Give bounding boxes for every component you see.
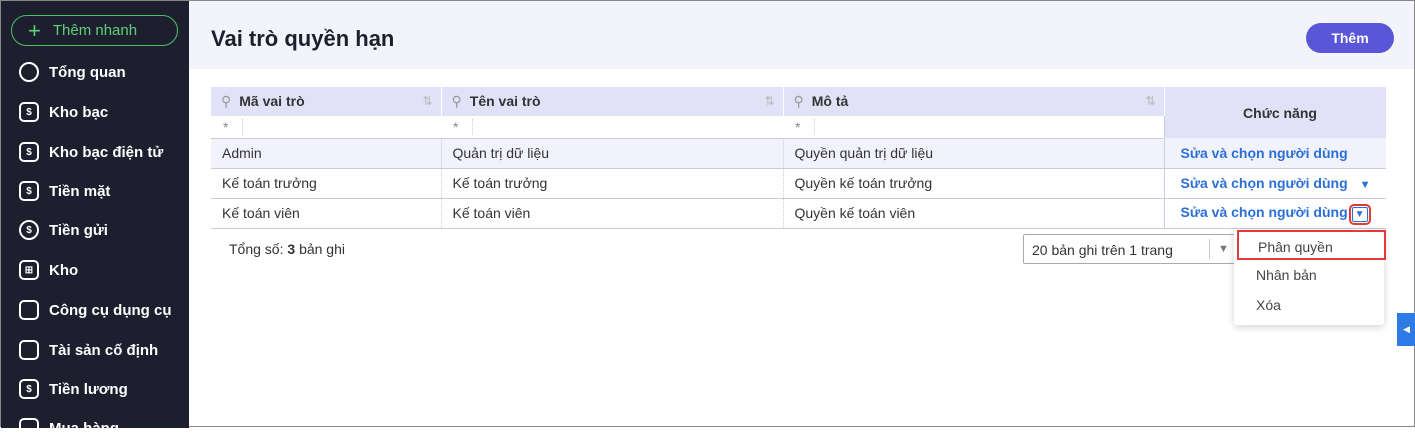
- total-records: Tổng số: 3 bản ghi: [229, 241, 345, 257]
- column-header-description[interactable]: ⚲ Mô tả ⇅: [783, 87, 1165, 116]
- sidebar-item-fixed-assets[interactable]: Tài sản cố định: [19, 340, 158, 360]
- filter-description[interactable]: *: [783, 116, 1164, 139]
- edit-select-users-link[interactable]: Sửa và chọn người dùng: [1180, 144, 1348, 161]
- roles-table: ⚲ Mã vai trò ⇅ ⚲ Tên vai trò ⇅ ⚲ Mô tả ⇅ Chức …: [211, 87, 1387, 229]
- cart-icon: [19, 418, 39, 438]
- add-button[interactable]: Thêm: [1306, 23, 1394, 53]
- sort-icon[interactable]: ⇅: [1145, 94, 1156, 108]
- sidebar-item-purchase[interactable]: Mua hàng: [19, 418, 119, 438]
- table-row[interactable]: Admin Quản trị dữ liệu Quyền quản trị dữ l…: [211, 138, 1386, 169]
- chevron-down-icon[interactable]: ▼: [1209, 239, 1237, 259]
- page-header: [189, 1, 1414, 69]
- sidebar-item-cash[interactable]: $ Tiền mặt: [19, 181, 110, 201]
- cash-icon: $: [19, 181, 39, 201]
- sidebar-item-warehouse[interactable]: ⊞ Kho: [19, 260, 78, 280]
- menu-item-permissions[interactable]: Phân quyền: [1237, 230, 1386, 260]
- sort-icon[interactable]: ⇅: [422, 94, 433, 108]
- page-title: Vai trò quyền hạn: [211, 26, 395, 51]
- filter-code[interactable]: *: [211, 116, 441, 139]
- deposit-icon: $: [19, 220, 39, 240]
- table-row[interactable]: Kế toán trưởng Kế toán trưởng Quyền kế toá…: [211, 168, 1386, 199]
- menu-item-duplicate[interactable]: Nhân bản: [1256, 267, 1317, 283]
- column-header-name[interactable]: ⚲ Tên vai trò ⇅: [441, 87, 784, 116]
- salary-icon: $: [19, 379, 39, 399]
- sidebar-item-e-treasury[interactable]: $ Kho bạc điện tử: [19, 142, 163, 162]
- sort-icon[interactable]: ⇅: [764, 94, 775, 108]
- actions-dropdown-menu: Phân quyền Nhân bản Xóa: [1234, 229, 1386, 325]
- tools-icon: [19, 300, 39, 320]
- edit-select-users-link[interactable]: Sửa và chọn người dùng: [1180, 175, 1348, 191]
- column-header-actions: Chức năng: [1163, 87, 1387, 138]
- warehouse-icon: ⊞: [19, 260, 39, 280]
- pin-icon[interactable]: ⚲: [793, 93, 804, 109]
- quick-add-button[interactable]: + Thêm nhanh: [11, 15, 178, 46]
- column-header-code[interactable]: ⚲ Mã vai trò ⇅: [211, 87, 442, 116]
- sidebar-item-tools[interactable]: Công cụ dụng cụ: [19, 300, 171, 320]
- caret-left-icon: ◀: [1403, 324, 1410, 334]
- sidebar-item-treasury[interactable]: $ Kho bạc: [19, 102, 108, 122]
- e-treasury-icon: $: [19, 142, 39, 162]
- table-row[interactable]: Kế toán viên Kế toán viên Quyền kế toán vi…: [211, 198, 1386, 229]
- sidebar: + Thêm nhanh Tổng quan $ Kho bạc $ Kho bạc …: [1, 1, 189, 438]
- sidebar-item-salary[interactable]: $ Tiền lương: [19, 379, 128, 399]
- caret-down-icon[interactable]: ▼: [1359, 179, 1371, 191]
- side-panel-toggle[interactable]: ◀: [1397, 313, 1415, 346]
- sidebar-item-deposit[interactable]: $ Tiền gửi: [19, 220, 108, 240]
- edit-select-users-link[interactable]: Sửa và chọn người dùng: [1180, 204, 1348, 220]
- menu-item-delete[interactable]: Xóa: [1256, 297, 1281, 313]
- pie-chart-icon: [19, 62, 39, 82]
- pin-icon[interactable]: ⚲: [451, 93, 462, 109]
- pin-icon[interactable]: ⚲: [221, 93, 232, 109]
- plus-icon: +: [28, 17, 41, 43]
- sidebar-item-overview[interactable]: Tổng quan: [19, 62, 126, 82]
- filter-name[interactable]: *: [441, 116, 783, 139]
- caret-down-icon[interactable]: ▼: [1348, 204, 1371, 225]
- treasury-icon: $: [19, 102, 39, 122]
- page-size-select[interactable]: 20 bản ghi trên 1 trang ▼: [1023, 234, 1238, 264]
- truck-icon: [19, 340, 39, 360]
